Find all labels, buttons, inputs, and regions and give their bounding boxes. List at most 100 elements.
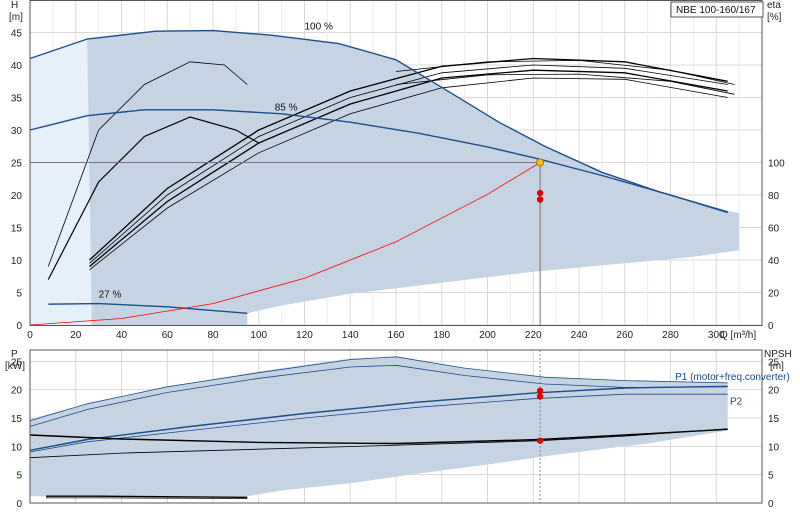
x-tick-label: 140 [342, 330, 359, 341]
upper-curves: 100 % 85 % 27 % [29, 21, 735, 326]
y-left-unit: [m] [9, 12, 23, 23]
power-curve [29, 356, 728, 422]
y-right-tick-label: 60 [768, 224, 780, 235]
operating-envelope-light [30, 39, 92, 325]
lower-y-left-label: P [11, 349, 18, 360]
efficiency-curve [89, 77, 728, 271]
y-left-tick-labels: 0 5 10 15 20 25 30 35 40 45 [11, 29, 23, 333]
y-left-tick-label: 15 [11, 224, 23, 235]
power-curve [46, 497, 248, 499]
x-tick-label: 100 [250, 330, 267, 341]
y-right-tick-labels: 0 20 40 60 80 100 [768, 159, 785, 333]
model-title-box [670, 1, 764, 18]
y-right-tick-label: 20 [768, 289, 780, 300]
y-left-tick-label: 35 [11, 94, 23, 105]
lower-curves: P1 (motor+freq.converter) P2 [29, 350, 790, 503]
operating-envelope [30, 30, 740, 325]
y-left-tick-label: 40 [11, 61, 23, 72]
x-tick-label: 80 [207, 330, 219, 341]
system-curve [29, 162, 541, 326]
lower-y-right-tick-label: 15 [768, 414, 780, 425]
x-tick-label: 260 [616, 330, 633, 341]
lower-y-right-tick-label: 0 [768, 499, 774, 510]
lower-y-right-tick-label: 10 [768, 442, 780, 453]
head-curve [29, 29, 728, 213]
lower-y-left-unit: [kW] [5, 361, 25, 372]
head-curve-label: 100 % [305, 21, 333, 32]
x-tick-label: 40 [116, 330, 128, 341]
power-curve [29, 393, 728, 453]
lower-y-right-label: NPSH [764, 349, 792, 360]
lower-y-right-tick-labels: 0 5 10 15 20 25 [768, 357, 780, 510]
y-left-tick-label: 20 [11, 191, 23, 202]
y-right-tick-label: 80 [768, 191, 780, 202]
lower-duty-marker [536, 393, 544, 400]
duty-marker [536, 196, 544, 203]
duty-point [536, 158, 545, 167]
upper-plot-frame [29, 0, 763, 326]
x-tick-label: 180 [433, 330, 450, 341]
x-tick-label: 20 [70, 330, 82, 341]
efficiency-curve [47, 116, 260, 280]
lower-duty-marker [536, 437, 544, 444]
power-curve [29, 428, 728, 445]
upper-markers [536, 158, 545, 203]
y-left-tick-label: 45 [11, 29, 23, 40]
x-tick-label: 300 [708, 330, 725, 341]
lower-y-right-unit: [m] [770, 361, 784, 372]
head-efficiency-chart: 100 %85 %27 % 0 20 40 60 80 100 120 140 160 180 20… [9, 0, 785, 341]
efficiency-curve [89, 57, 728, 261]
efficiency-curve [47, 61, 248, 267]
model-title: NBE 100-160/167 [676, 5, 756, 16]
y-left-tick-label: 30 [11, 126, 23, 137]
y-right-unit: [%] [767, 12, 782, 23]
power-npsh-chart: P1 (motor+freq.converter) P2 0 5 10 15 20 25 0… [5, 349, 792, 510]
efficiency-curve [395, 59, 735, 85]
lower-y-right-tick-label: 5 [768, 471, 774, 482]
x-tick-label: 240 [571, 330, 588, 341]
y-left-tick-label: 25 [11, 159, 23, 170]
y-right-label: eta [767, 0, 781, 11]
lower-duty-marker [536, 387, 544, 394]
head-curve [29, 109, 728, 214]
y-left-label: H [11, 0, 18, 11]
power-curve [46, 495, 248, 498]
power-curve [29, 428, 728, 459]
lower-y-left-tick-label: 20 [11, 386, 23, 397]
power-curve [29, 364, 728, 427]
power-curve [29, 385, 728, 451]
lower-y-left-tick-labels: 0 5 10 15 20 25 [11, 357, 23, 510]
x-tick-label: 280 [662, 330, 679, 341]
x-tick-label: 60 [162, 330, 174, 341]
y-left-tick-label: 10 [11, 256, 23, 267]
lower-y-left-tick-label: 0 [16, 499, 22, 510]
lower-y-right-tick-label: 25 [768, 357, 780, 368]
lower-markers [536, 387, 544, 444]
x-tick-label: 160 [388, 330, 405, 341]
series-label: P1 (motor+freq.converter) [675, 372, 790, 383]
lower-y-left-tick-label: 25 [11, 357, 23, 368]
x-tick-label: 120 [296, 330, 313, 341]
lower-y-left-tick-label: 10 [11, 442, 23, 453]
efficiency-curve [89, 64, 728, 264]
head-curve [48, 302, 248, 314]
lower-y-left-tick-label: 15 [11, 414, 23, 425]
y-right-tick-label: 100 [768, 159, 785, 170]
duty-marker [536, 189, 544, 197]
head-curve-label: 27 % [99, 290, 122, 301]
efficiency-curve [89, 69, 728, 267]
y-right-tick-label: 0 [768, 321, 774, 332]
lower-y-right-tick-label: 20 [768, 386, 780, 397]
efficiency-curve [395, 73, 735, 95]
y-right-tick-label: 40 [768, 256, 780, 267]
series-label: P2 [730, 396, 743, 407]
x-tick-label: 220 [525, 330, 542, 341]
y-left-tick-label: 5 [16, 289, 22, 300]
x-tick-labels: 0 20 40 60 80 100 120 140 160 180 200 220 240 260 280 3… [27, 330, 725, 341]
head-curve-label: 85 % [275, 103, 298, 114]
y-left-tick-label: 0 [16, 321, 22, 332]
power-envelope [30, 356, 728, 497]
lower-plot-frame [29, 349, 763, 504]
x-axis-label: Q [m³/h] [720, 330, 756, 341]
